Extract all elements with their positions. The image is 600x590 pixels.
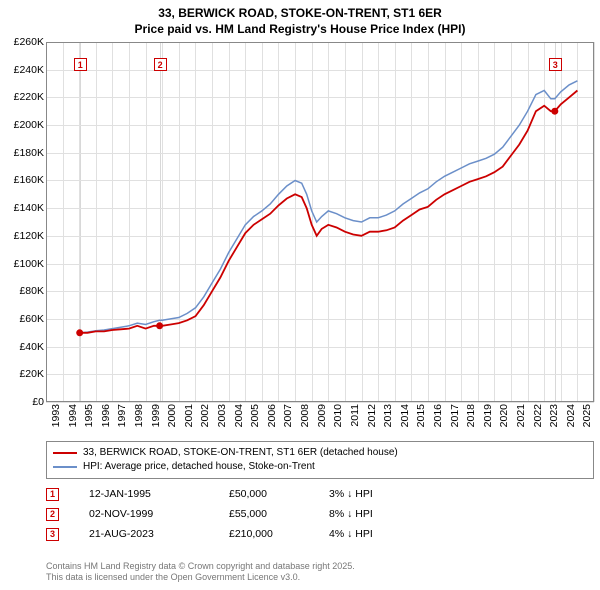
event-delta: 3% ↓ HPI xyxy=(329,488,449,500)
xtick-label: 2000 xyxy=(166,404,178,427)
event-delta: 8% ↓ HPI xyxy=(329,508,449,520)
xtick-label: 1993 xyxy=(50,404,62,427)
footer-line-1: Contains HM Land Registry data © Crown c… xyxy=(46,561,355,573)
legend: 33, BERWICK ROAD, STOKE-ON-TRENT, ST1 6E… xyxy=(46,441,594,479)
sale-dot xyxy=(156,322,163,329)
legend-swatch xyxy=(53,466,77,468)
ytick-label: £220K xyxy=(14,91,44,103)
footer: Contains HM Land Registry data © Crown c… xyxy=(46,561,355,584)
ytick-label: £160K xyxy=(14,174,44,186)
xtick-label: 1995 xyxy=(83,404,95,427)
ytick-label: £240K xyxy=(14,64,44,76)
title-line-1: 33, BERWICK ROAD, STOKE-ON-TRENT, ST1 6E… xyxy=(0,6,600,22)
xtick-label: 2024 xyxy=(565,404,577,427)
ytick-label: £0 xyxy=(32,396,44,408)
ytick-label: £200K xyxy=(14,119,44,131)
event-marker: 1 xyxy=(74,58,87,71)
chart-area: 1 2 3 xyxy=(46,42,594,402)
event-price: £50,000 xyxy=(229,488,329,500)
ytick-label: £140K xyxy=(14,202,44,214)
xtick-label: 2017 xyxy=(449,404,461,427)
xtick-label: 2019 xyxy=(482,404,494,427)
event-marker-small: 3 xyxy=(46,528,59,541)
xtick-label: 2013 xyxy=(382,404,394,427)
xtick-label: 2011 xyxy=(349,404,361,427)
event-price: £210,000 xyxy=(229,528,329,540)
ytick-label: £120K xyxy=(14,230,44,242)
xtick-label: 2010 xyxy=(332,404,344,427)
xtick-label: 2018 xyxy=(465,404,477,427)
title-line-2: Price paid vs. HM Land Registry's House … xyxy=(0,22,600,38)
xtick-label: 2005 xyxy=(249,404,261,427)
xtick-label: 1998 xyxy=(133,404,145,427)
event-row: 1 12-JAN-1995£50,0003% ↓ HPI xyxy=(46,484,594,504)
line-series-svg xyxy=(46,42,594,402)
gridline-h xyxy=(46,402,594,403)
legend-row: HPI: Average price, detached house, Stok… xyxy=(53,460,587,474)
series-hpi xyxy=(80,81,578,333)
xtick-label: 2023 xyxy=(548,404,560,427)
legend-row: 33, BERWICK ROAD, STOKE-ON-TRENT, ST1 6E… xyxy=(53,446,587,460)
ytick-label: £40K xyxy=(19,341,44,353)
xtick-label: 2001 xyxy=(183,404,195,427)
event-marker-small: 1 xyxy=(46,488,59,501)
sale-dot xyxy=(551,108,558,115)
legend-text: HPI: Average price, detached house, Stok… xyxy=(83,460,315,474)
event-price: £55,000 xyxy=(229,508,329,520)
ytick-label: £20K xyxy=(19,368,44,380)
event-row: 2 02-NOV-1999£55,0008% ↓ HPI xyxy=(46,504,594,524)
xtick-label: 2006 xyxy=(266,404,278,427)
event-delta: 4% ↓ HPI xyxy=(329,528,449,540)
legend-swatch xyxy=(53,452,77,454)
xtick-label: 2004 xyxy=(233,404,245,427)
event-date: 02-NOV-1999 xyxy=(89,508,229,520)
xtick-label: 1997 xyxy=(116,404,128,427)
event-date: 12-JAN-1995 xyxy=(89,488,229,500)
legend-text: 33, BERWICK ROAD, STOKE-ON-TRENT, ST1 6E… xyxy=(83,446,398,460)
xtick-label: 2020 xyxy=(498,404,510,427)
ytick-label: £100K xyxy=(14,258,44,270)
xtick-label: 2012 xyxy=(366,404,378,427)
sale-dot xyxy=(76,329,83,336)
xtick-label: 2016 xyxy=(432,404,444,427)
event-marker-small: 2 xyxy=(46,508,59,521)
ytick-label: £180K xyxy=(14,147,44,159)
event-date: 21-AUG-2023 xyxy=(89,528,229,540)
xtick-label: 2022 xyxy=(532,404,544,427)
xtick-label: 2002 xyxy=(199,404,211,427)
xtick-label: 2008 xyxy=(299,404,311,427)
xtick-label: 2007 xyxy=(282,404,294,427)
ytick-label: £60K xyxy=(19,313,44,325)
xtick-label: 2014 xyxy=(399,404,411,427)
chart-container: 33, BERWICK ROAD, STOKE-ON-TRENT, ST1 6E… xyxy=(0,0,600,590)
xtick-label: 1996 xyxy=(100,404,112,427)
event-table: 1 12-JAN-1995£50,0003% ↓ HPI 2 02-NOV-1999£… xyxy=(46,484,594,544)
xtick-label: 2021 xyxy=(515,404,527,427)
xtick-label: 1994 xyxy=(67,404,79,427)
event-marker: 2 xyxy=(154,58,167,71)
event-marker: 3 xyxy=(549,58,562,71)
plot-region: 1 2 3 xyxy=(46,42,594,402)
xtick-label: 2003 xyxy=(216,404,228,427)
xtick-label: 1999 xyxy=(150,404,162,427)
xtick-label: 2009 xyxy=(316,404,328,427)
ytick-label: £80K xyxy=(19,285,44,297)
gridline-v xyxy=(594,42,595,402)
event-row: 3 21-AUG-2023£210,0004% ↓ HPI xyxy=(46,524,594,544)
xtick-label: 2025 xyxy=(581,404,593,427)
title-block: 33, BERWICK ROAD, STOKE-ON-TRENT, ST1 6E… xyxy=(0,0,600,39)
xtick-label: 2015 xyxy=(415,404,427,427)
footer-line-2: This data is licensed under the Open Gov… xyxy=(46,572,355,584)
ytick-label: £260K xyxy=(14,36,44,48)
